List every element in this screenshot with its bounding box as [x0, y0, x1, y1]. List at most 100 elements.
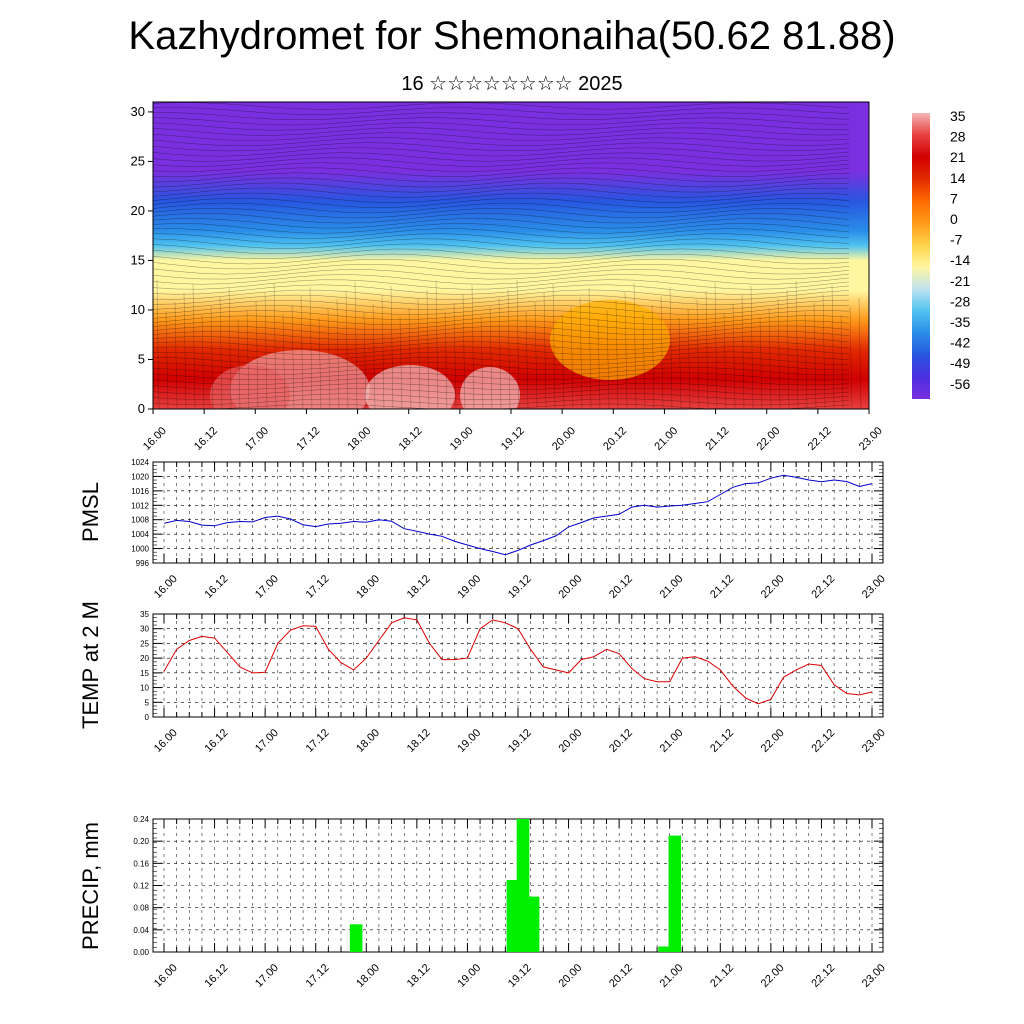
precip-panel: 0.00 0.04 0.08 0.12 0.16 0.20 0.24 16.00 16.12 17… [78, 815, 888, 990]
isoline [153, 382, 850, 391]
x-tick-label: 19.12 [499, 425, 527, 453]
precip-bar [506, 880, 520, 952]
precip-bar [349, 924, 363, 952]
isoline [153, 218, 850, 229]
wind-barb [354, 281, 358, 409]
wind-barb [408, 307, 412, 409]
wind-barb [246, 309, 250, 409]
isoline [153, 325, 850, 335]
y-tick-label: 35 [140, 610, 149, 619]
colorbar-label: -49 [950, 355, 970, 371]
isoline [153, 264, 850, 275]
x-tick-label: 20.00 [550, 425, 578, 453]
cross-section-x-axis: 16.00 16.12 17.00 17.12 18.00 18.12 19.00 19.12… [141, 409, 885, 453]
x-tick-label: 21.12 [708, 962, 736, 990]
x-tick-label: 22.00 [759, 962, 787, 990]
wind-barb [552, 283, 556, 409]
wind-barb [498, 297, 502, 409]
isoline [153, 228, 850, 239]
wind-barb [588, 287, 592, 409]
isoline [153, 177, 850, 188]
y-tick-label: 0.12 [133, 882, 149, 891]
y-tick-label: 1012 [131, 501, 149, 510]
wind-barb [453, 302, 457, 409]
wind-barb [345, 290, 349, 409]
page-title: Kazhydromet for Shemonaiha(50.62 81.88) [128, 14, 896, 58]
wind-barb [633, 282, 637, 409]
colorbar-label: -21 [950, 273, 970, 289]
isoline [153, 269, 850, 280]
y-tick-label: 15 [131, 252, 145, 267]
isoline [153, 253, 850, 265]
wind-barb [696, 299, 700, 409]
isoline [153, 258, 850, 270]
x-tick-label: 23.00 [857, 425, 885, 453]
isoline [153, 187, 850, 198]
x-tick-label: 16.00 [141, 425, 169, 453]
isoline [153, 305, 850, 315]
wind-barb [840, 315, 844, 409]
isoline [153, 182, 850, 193]
isoline [153, 320, 850, 331]
y-tick-label: 0.24 [133, 815, 149, 824]
wind-barb [156, 279, 160, 409]
precip-bar [526, 896, 540, 952]
wind-barb [579, 296, 583, 409]
x-tick-label: 16.12 [202, 727, 230, 755]
y-tick-label: 1004 [131, 530, 149, 539]
isoline [153, 284, 850, 295]
y-tick-label: 15 [140, 669, 149, 678]
precip-bar [516, 819, 530, 952]
isoline [153, 356, 850, 366]
y-tick-label: 5 [138, 351, 145, 366]
isoline [153, 112, 850, 121]
y-axis-label: TEMP at 2 M [78, 601, 103, 729]
isoline [153, 289, 850, 300]
isoline [153, 315, 850, 325]
isoline [153, 279, 850, 290]
wind-barb [732, 303, 736, 409]
wind-barb [255, 300, 259, 409]
x-tick-label: 18.12 [405, 727, 433, 755]
x-tick-label: 22.12 [809, 573, 837, 601]
x-tick-label: 19.12 [506, 573, 534, 601]
cross-section-y-axis: 0 5 10 15 20 25 30 [131, 104, 153, 416]
wind-barb [822, 293, 826, 409]
colorbar-label: -7 [950, 232, 963, 248]
isoline [153, 238, 850, 249]
colorbar-label: 28 [950, 129, 966, 145]
series-line [163, 617, 873, 705]
colorbar-label: -14 [950, 252, 970, 268]
isoline [153, 388, 850, 396]
y-tick-label: 1024 [131, 458, 149, 467]
warm-core [210, 365, 290, 409]
warm-core [365, 365, 455, 409]
wind-barb [642, 313, 646, 409]
x-tick-label: 16.00 [152, 962, 180, 990]
colorbar-gradient [912, 113, 930, 399]
x-tick-label: 19.12 [506, 962, 534, 990]
x-tick-label: 20.00 [556, 962, 584, 990]
cross-section-warm-cores [210, 300, 670, 409]
y-tick-label: 1020 [131, 472, 149, 481]
x-tick-label: 17.00 [253, 962, 281, 990]
wind-barb [462, 293, 466, 409]
x-tick-label: 20.00 [556, 573, 584, 601]
wind-barb [615, 300, 619, 409]
y-tick-label: 10 [140, 684, 149, 693]
y-tick-label: 0.04 [133, 926, 149, 935]
cross-section-isolines [153, 102, 862, 409]
y-tick-label: 1000 [131, 545, 149, 554]
x-tick-label: 18.12 [405, 962, 433, 990]
y-tick-label: 0.08 [133, 904, 149, 913]
wind-barb [543, 292, 547, 409]
wind-barb [597, 318, 601, 409]
precip-bar [658, 946, 671, 952]
y-axis-label: PMSL [78, 482, 103, 542]
wind-barb [651, 304, 655, 409]
y-tick-label: 0.20 [133, 837, 149, 846]
temp-panel: 0 5 10 15 20 25 30 35 16.00 16.12 17.00 17.12 18.00 1… [78, 601, 888, 755]
wind-barb [264, 291, 268, 409]
x-tick-label: 21.00 [658, 727, 686, 755]
isoline [153, 341, 850, 351]
